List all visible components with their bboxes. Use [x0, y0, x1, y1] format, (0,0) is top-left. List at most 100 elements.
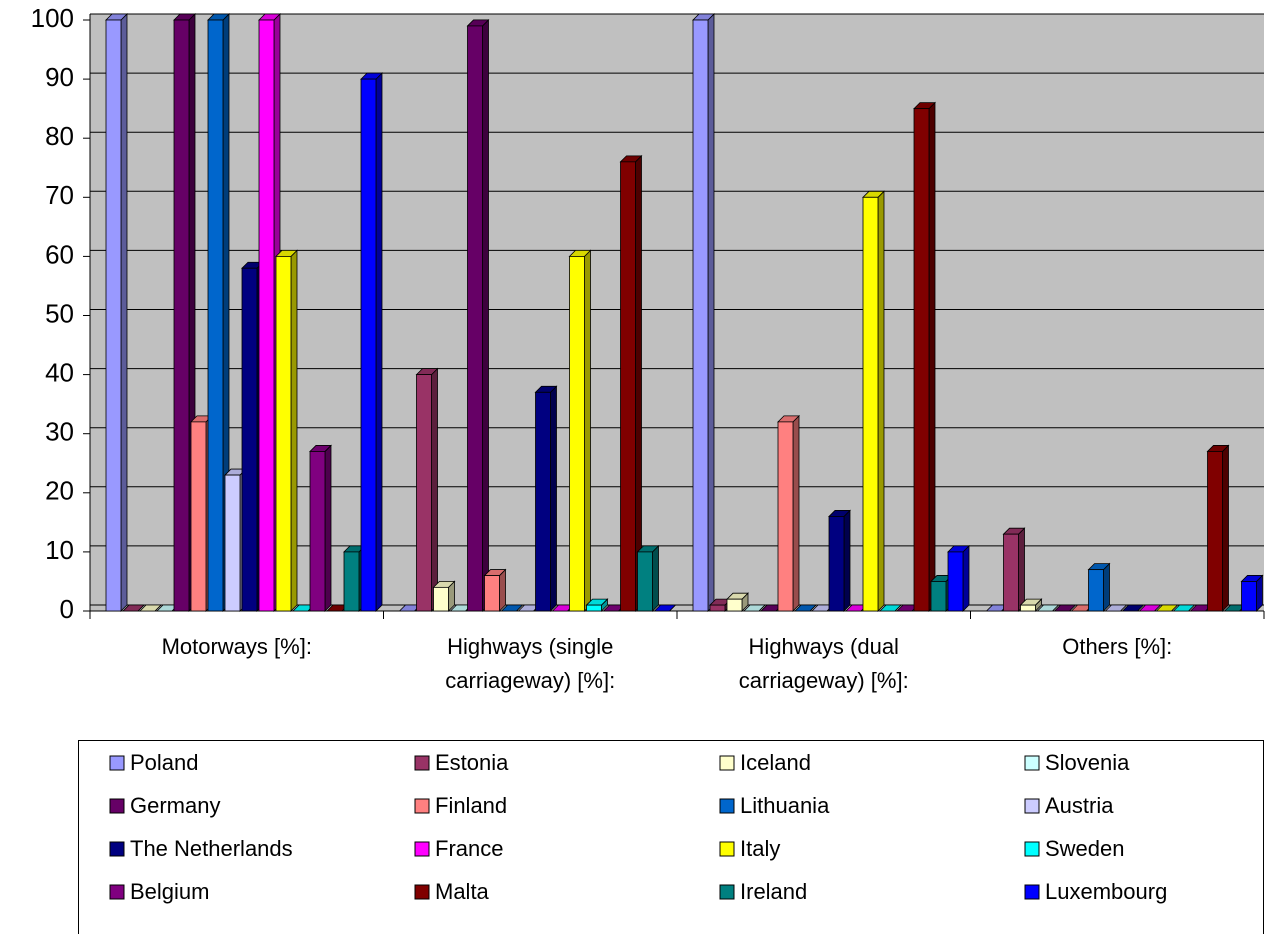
bar	[105, 13, 128, 612]
legend-swatch	[109, 755, 125, 771]
bar	[483, 568, 507, 612]
bar-front	[709, 604, 726, 612]
x-tick-label: Others [%]:	[1062, 634, 1173, 659]
bar	[1019, 598, 1043, 612]
y-tick-label: 40	[45, 357, 74, 387]
bar-front	[586, 604, 602, 612]
bar-top	[1172, 604, 1196, 612]
legend-label: Slovenia	[1045, 750, 1130, 775]
bar-front	[309, 451, 326, 612]
bar-side	[1103, 562, 1110, 612]
bar-side	[843, 509, 851, 612]
legend-swatch	[109, 798, 125, 814]
bar-front	[484, 575, 500, 612]
bar-front	[416, 374, 432, 612]
bar	[139, 604, 162, 612]
legend-label: Finland	[435, 793, 507, 818]
legend-swatch	[109, 841, 125, 857]
bar-front	[1020, 604, 1036, 612]
legend-label: France	[435, 836, 503, 861]
y-tick-label: 30	[45, 417, 74, 447]
bar	[122, 604, 145, 612]
bar-top	[1053, 604, 1077, 612]
bar	[466, 18, 490, 612]
bar-front	[1088, 569, 1104, 612]
bar	[432, 580, 456, 612]
bar	[653, 604, 677, 612]
y-tick-label: 10	[45, 535, 74, 565]
bar-top	[1121, 604, 1145, 612]
bar-front	[433, 586, 449, 612]
bar	[1036, 604, 1060, 612]
bar-front	[913, 108, 930, 612]
bar-front	[105, 19, 122, 612]
bar	[585, 598, 609, 612]
bar	[1172, 604, 1196, 612]
bar-front	[1241, 581, 1257, 612]
legend-label: Germany	[130, 793, 220, 818]
bar	[1206, 444, 1230, 612]
legend-swatch	[719, 841, 735, 857]
bar-front	[726, 598, 743, 612]
legend-swatch	[414, 841, 430, 857]
x-tick-label: Highways (dual carriageway) [%]:	[738, 634, 909, 693]
bar	[636, 544, 660, 612]
bar-front	[207, 19, 224, 612]
bar	[500, 604, 524, 612]
bar	[173, 13, 196, 612]
bar	[1053, 604, 1077, 612]
legend-label: Luxembourg	[1045, 879, 1167, 904]
bar-front	[224, 474, 241, 612]
legend-swatch	[1024, 755, 1040, 771]
legend-label: Iceland	[740, 750, 811, 775]
bar-side	[482, 18, 489, 612]
x-tick-label: Highways (single carriageway) [%]:	[445, 634, 616, 693]
bar-front	[360, 78, 377, 612]
bar	[1138, 604, 1162, 612]
legend-swatch	[719, 798, 735, 814]
bar	[1155, 604, 1179, 612]
bar-front	[692, 19, 709, 612]
y-tick-label: 0	[60, 594, 74, 624]
bar	[862, 190, 885, 612]
bar-front	[620, 161, 636, 612]
bar-front	[947, 551, 964, 612]
bar	[726, 592, 749, 612]
bar-front	[467, 25, 483, 612]
legend-label: Belgium	[130, 879, 209, 904]
bar-side	[324, 444, 332, 612]
y-tick-label: 60	[45, 239, 74, 269]
bar	[947, 544, 970, 612]
bar-side	[707, 13, 715, 612]
bar	[275, 249, 298, 612]
bar-top	[879, 604, 902, 612]
bar-side	[652, 544, 659, 612]
bar-front	[1003, 533, 1019, 612]
bar-side	[1222, 444, 1229, 612]
bar-top	[743, 604, 766, 612]
bar-side	[1018, 527, 1025, 612]
bar	[828, 509, 851, 612]
legend-label: Sweden	[1045, 836, 1125, 861]
bar-side	[431, 367, 438, 612]
bar	[415, 367, 439, 612]
bar-front	[1207, 451, 1223, 612]
bar-front	[777, 421, 794, 612]
bar	[692, 13, 715, 612]
bar-top	[1036, 604, 1060, 612]
legend-swatch	[109, 884, 125, 900]
bar-side	[375, 72, 383, 612]
x-tick-label: Motorways [%]:	[161, 634, 312, 659]
bar-front	[173, 19, 190, 612]
bar-front	[862, 196, 879, 612]
bar	[743, 604, 766, 612]
bar-side	[290, 249, 298, 612]
legend-swatch	[414, 798, 430, 814]
bar	[1002, 527, 1026, 612]
legend-label: Austria	[1045, 793, 1114, 818]
bar	[1087, 562, 1111, 612]
bar	[1121, 604, 1145, 612]
bar	[794, 604, 817, 612]
